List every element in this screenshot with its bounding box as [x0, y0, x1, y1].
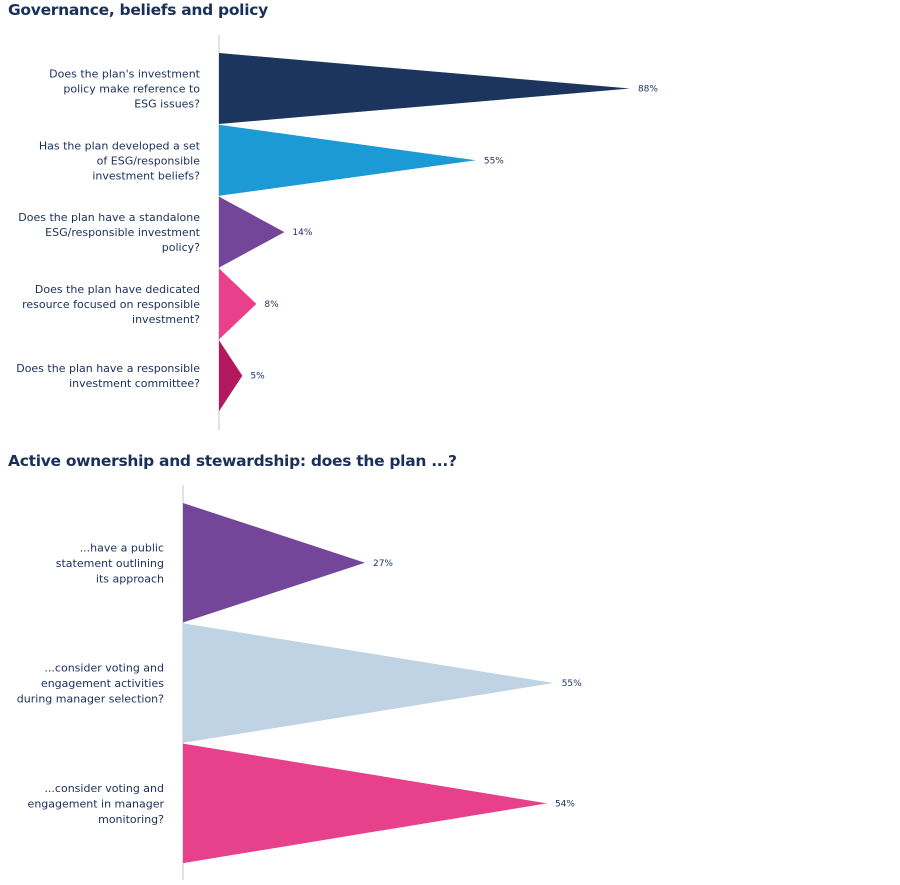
category-label-line: resource focused on responsible	[22, 298, 200, 311]
value-label: 14%	[292, 228, 312, 238]
category-label: Does the plan have a standalone ESG/respo…	[18, 211, 200, 254]
category-label-line: during manager selection?	[17, 693, 164, 706]
value-label: 55%	[484, 156, 504, 166]
category-label-line: statement outlining	[56, 557, 164, 570]
triangle-bar	[183, 623, 554, 743]
value-label: 5%	[250, 372, 265, 382]
category-label-line: its approach	[96, 572, 164, 585]
category-label-line: policy make reference to	[63, 83, 200, 96]
triangle-bar	[219, 53, 630, 124]
triangle-bar	[219, 124, 476, 196]
value-label: 8%	[264, 300, 279, 310]
category-label: ...have a public statement outlining its a…	[56, 541, 164, 585]
category-label-line: Has the plan developed a set	[39, 139, 201, 152]
category-label-line: investment beliefs?	[92, 169, 200, 182]
category-label-line: Does the plan have a standalone	[18, 211, 200, 224]
category-label: ...consider voting and engagement in mana…	[28, 782, 165, 826]
category-label-line: ...consider voting and	[44, 782, 164, 795]
value-label: 55%	[562, 679, 582, 689]
category-label-line: of ESG/responsible	[97, 154, 201, 167]
chart-title-governance: Governance, beliefs and policy	[8, 1, 268, 19]
category-label: ...consider voting and engagement activit…	[17, 662, 164, 706]
category-label-line: ...consider voting and	[44, 662, 164, 675]
category-label-line: Does the plan's investment	[49, 68, 201, 81]
category-label-line: ESG/responsible investment	[45, 226, 201, 239]
triangle-bar	[219, 196, 285, 268]
category-label-line: Does the plan have a responsible	[16, 362, 200, 375]
value-label: 54%	[555, 799, 575, 809]
category-label: Does the plan have dedicated resource foc…	[22, 283, 200, 326]
value-label: 27%	[373, 559, 393, 569]
category-label-line: ...have a public	[80, 541, 164, 554]
category-label-line: investment committee?	[69, 377, 200, 390]
triangle-bar	[183, 743, 547, 864]
category-label-line: engagement activities	[41, 677, 164, 690]
category-label-line: engagement in manager	[28, 797, 165, 810]
category-label: Does the plan's investment policy make re…	[49, 68, 201, 111]
category-label-line: Does the plan have dedicated	[35, 283, 200, 296]
category-label-line: investment?	[132, 313, 200, 326]
triangle-bar	[219, 268, 257, 340]
category-label: Does the plan have a responsible investme…	[16, 362, 200, 390]
category-label-line: monitoring?	[98, 813, 164, 826]
triangle-bar	[183, 503, 365, 623]
value-label: 88%	[638, 85, 658, 95]
category-label-line: ESG issues?	[134, 98, 200, 111]
triangle-bar	[219, 340, 243, 412]
category-label: Has the plan developed a set of ESG/respo…	[39, 139, 201, 182]
chart-title-active-ownership: Active ownership and stewardship: does t…	[8, 452, 457, 470]
category-label-line: policy?	[162, 241, 200, 254]
